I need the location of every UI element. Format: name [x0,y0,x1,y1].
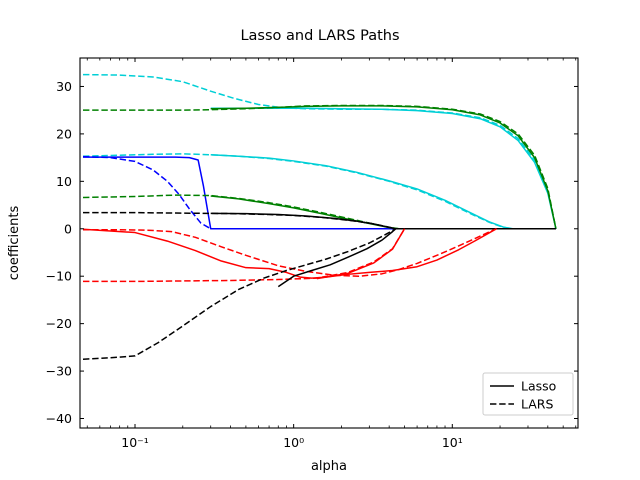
x-tick-label-1: 10⁰ [283,435,304,450]
series-path-lars-red-1 [83,228,497,277]
axes-frame [79,57,579,429]
axis-labels-group: 10⁻¹ 10⁰ 10¹ −40 −30 −20 −10 0 10 20 30 [46,79,463,450]
series-path-lasso-black-1 [210,212,556,230]
y-tick-label-0: −40 [46,411,72,426]
y-tick-label-1: −30 [46,364,72,379]
y-tick-label-2: −20 [46,316,72,331]
axes-frame-group [79,57,579,429]
page-title: Lasso and LARS Paths [240,28,399,44]
y-tick-label-4: 0 [64,221,72,236]
legend[interactable]: Lasso LARS [482,372,574,416]
series-path-lasso-blue [83,156,556,230]
axis-ticks-group [80,58,578,428]
series-path-lasso-red-1 [82,228,497,279]
series-path-lars-blue [82,155,556,230]
x-tick-label-2: 10¹ [442,435,463,450]
y-tick-label-3: −10 [46,269,72,284]
y-tick-label-5: 10 [56,174,72,189]
series-path-lars-green-2 [82,194,399,230]
legend-label-lars: LARS [521,397,553,412]
series-path-lars-green-1 [83,104,557,229]
x-tick-label-0: 10⁻¹ [121,435,149,450]
y-tick-label-6: 20 [56,126,72,141]
x-axis-label: alpha [311,459,347,474]
series-path-lars-cyan-2 [82,153,513,230]
series-path-lasso-red-2 [316,228,406,280]
series-path-lars-black-1 [83,211,396,230]
series-path-lars-cyan-1 [82,73,557,229]
y-axis-label: coefficients [7,206,22,281]
legend-label-lasso: Lasso [521,379,556,394]
series-path-lasso-cyan-2 [210,154,513,230]
series-path-lars-black-2 [82,228,397,360]
y-tick-label-7: 30 [56,79,72,94]
series-path-lasso-green-1 [210,105,557,229]
coefficient-paths-group [82,73,557,360]
series-path-lasso-black-2 [277,228,397,288]
